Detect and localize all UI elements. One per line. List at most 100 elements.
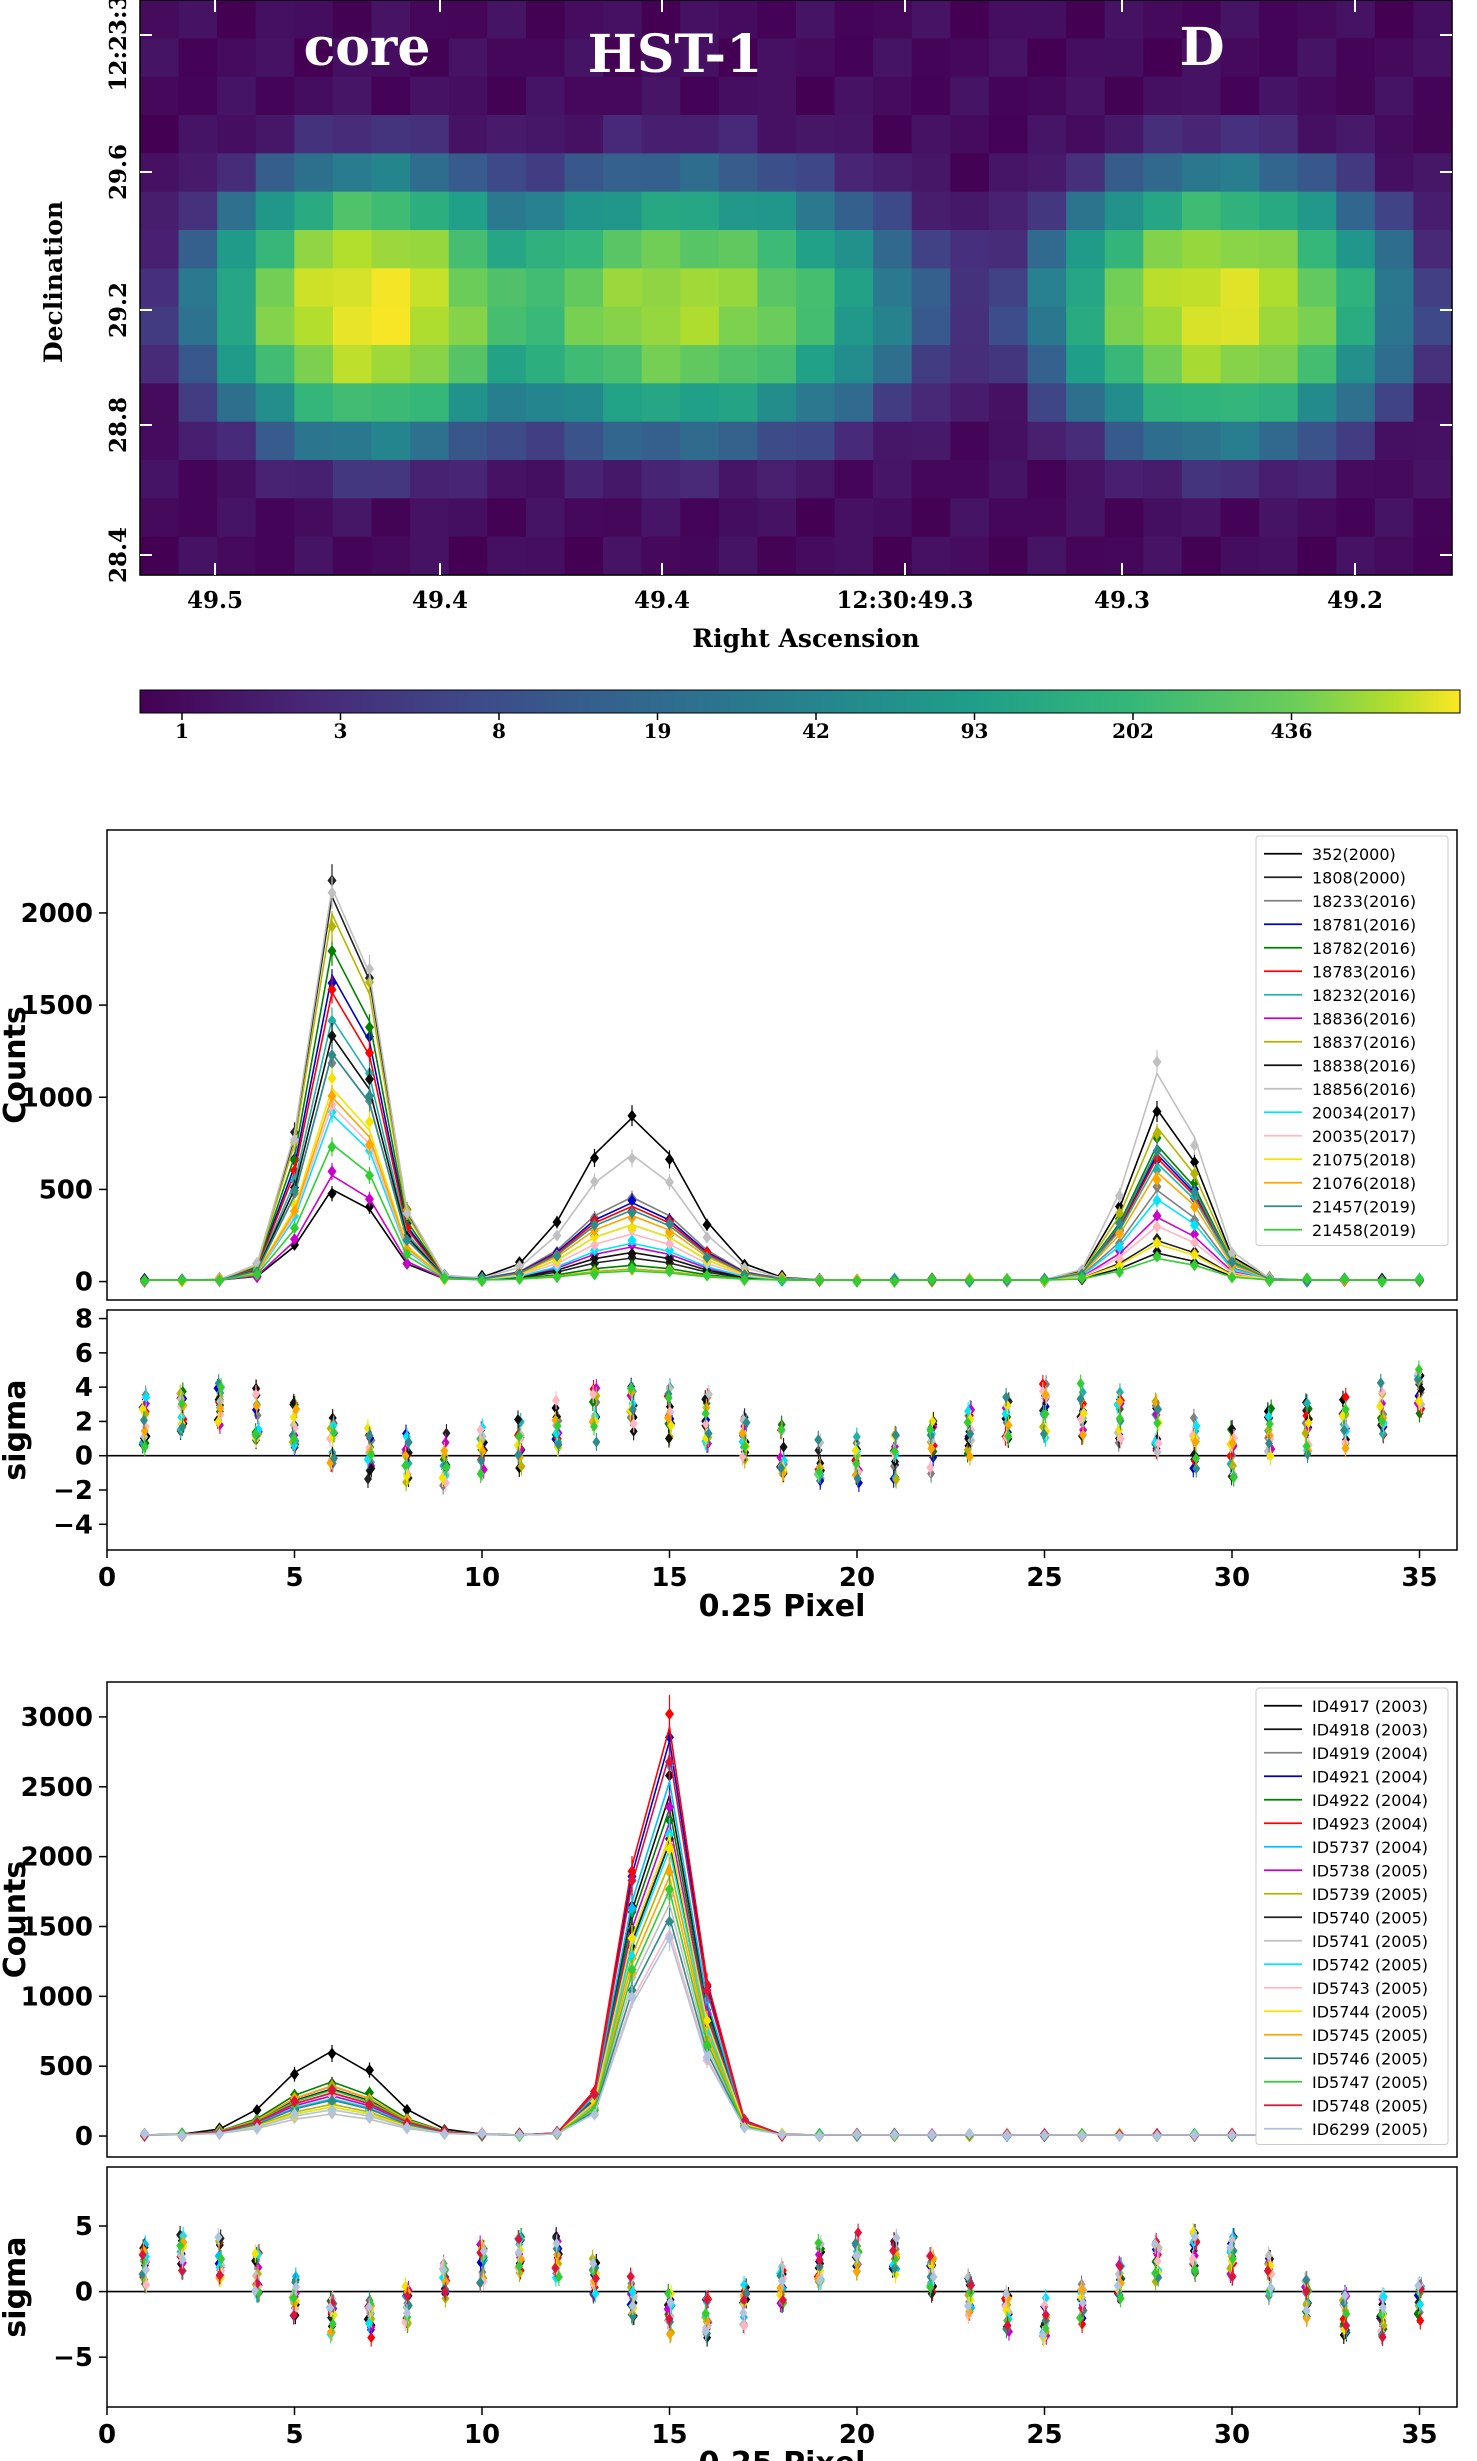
heatmap-cell: [448, 230, 488, 269]
heatmap-cell: [410, 306, 450, 346]
heatmap-cell: [140, 115, 180, 154]
heatmap-cell: [873, 153, 913, 193]
heatmap-cell: [1297, 230, 1337, 269]
residual-point: [1154, 1437, 1163, 1449]
residual-point: [1192, 1420, 1201, 1432]
data-point: [590, 1268, 599, 1281]
heatmap-cell: [603, 38, 643, 78]
residual-point: [252, 1400, 261, 1412]
heatmap-cell: [1181, 115, 1222, 154]
data-point: [1040, 2129, 1049, 2142]
residual-point: [441, 2286, 450, 2298]
heatmap-cell: [487, 306, 527, 346]
heatmap-cell: [255, 76, 295, 116]
data-point: [777, 1273, 787, 1286]
data-point: [252, 2122, 262, 2135]
residual-point: [1414, 1363, 1423, 1375]
heatmap-cell: [1336, 421, 1376, 461]
heatmap-cell: [641, 230, 681, 269]
heatmap-cell: [371, 268, 411, 308]
residual-point: [438, 1472, 447, 1484]
heatmap-cell: [294, 191, 334, 231]
residual-y-tick-label: −4: [53, 1510, 93, 1540]
heatmap-cell: [1104, 268, 1144, 308]
heatmap-cell: [1027, 306, 1067, 346]
data-point: [365, 1115, 374, 1128]
heatmap-cell: [564, 536, 604, 576]
heatmap-cell: [332, 345, 373, 384]
residual-point: [851, 1444, 860, 1456]
residual-y-tick-label: 2: [75, 1407, 93, 1437]
main-axes-frame: [106, 829, 1458, 1301]
heatmap-cell: [1413, 498, 1453, 538]
residual-point: [1154, 1403, 1163, 1415]
heatmap-cell: [487, 460, 527, 499]
legend-entry: 18233(2016): [1312, 892, 1416, 911]
panel-2: 0500100015002000Counts352(2000)1808(2000…: [0, 829, 1458, 1624]
heatmap-cell: [255, 38, 295, 78]
heatmap-cell: [1413, 0, 1453, 39]
heatmap-cell: [1181, 38, 1222, 78]
heatmap-cell: [1027, 268, 1067, 308]
data-point: [815, 1274, 824, 1287]
residual-point: [1378, 1428, 1387, 1440]
data-point: [927, 2129, 937, 2142]
heatmap-cell: [525, 268, 566, 308]
residual-point: [591, 2272, 600, 2284]
legend: 352(2000) 1808(2000) 18233(2016) 18781(2016…: [1255, 835, 1449, 1246]
heatmap-cell: [178, 306, 218, 346]
legend-entry: 20034(2017): [1312, 1103, 1416, 1122]
residual-point: [1229, 1472, 1238, 1484]
heatmap-cell: [718, 383, 759, 423]
heatmap-cell: [410, 191, 450, 231]
data-point: [365, 2086, 374, 2099]
y-tick-label: 1000: [21, 1982, 93, 2012]
residual-point: [1265, 1437, 1274, 1449]
heatmap-cell: [332, 268, 373, 308]
data-point: [1115, 1266, 1124, 1279]
data-point: [590, 1218, 599, 1231]
data-point: [665, 1153, 674, 1166]
residual-point: [626, 1382, 635, 1394]
heatmap-cell: [1336, 191, 1376, 231]
residual-y-tick-label: −5: [53, 2343, 93, 2373]
data-point: [515, 2128, 524, 2141]
data-point: [365, 1073, 374, 1086]
y-tick-label: 1000: [21, 1083, 93, 1113]
heatmap-cell: [1027, 460, 1067, 499]
heatmap-cell: [950, 191, 990, 231]
heatmap-cell: [757, 76, 797, 116]
residual-point: [254, 2286, 263, 2298]
heatmap-cell: [911, 230, 951, 269]
heatmap-cell: [1066, 153, 1106, 193]
data-point: [252, 1268, 262, 1281]
heatmap-cell: [525, 460, 566, 499]
heatmap-cell: [718, 115, 759, 154]
data-point: [365, 2064, 374, 2077]
heatmap-cell: [255, 230, 295, 269]
heatmap-cell: [255, 536, 295, 576]
residual-point: [1264, 1411, 1273, 1423]
heatmap-cell: [796, 230, 836, 269]
residual-point: [965, 1451, 974, 1463]
heatmap-cell: [641, 306, 681, 346]
heatmap-cell: [217, 38, 257, 78]
residual-point: [1076, 1378, 1085, 1390]
heatmap-cell: [525, 0, 566, 39]
data-point: [890, 2128, 899, 2141]
heatmap-cell: [332, 460, 373, 499]
heatmap-cell: [371, 498, 411, 538]
heatmap-x-tick-labels: 49.5 49.4 49.4 12:30:49.3 49.3 49.2: [187, 587, 1383, 614]
heatmap-cell: [988, 153, 1029, 193]
legend-entry: ID4923 (2004): [1312, 1814, 1428, 1833]
heatmap-cell: [1181, 0, 1222, 39]
y-tick-label: 1500: [21, 991, 93, 1021]
data-point: [1152, 1209, 1162, 1222]
heatmap-cell: [487, 345, 527, 384]
heatmap-cell: [796, 38, 836, 78]
heatmap-cell: [1413, 115, 1453, 154]
data-point: [665, 1237, 674, 1250]
residual-point: [478, 1445, 487, 1457]
legend-entry: ID5747 (2005): [1312, 2073, 1428, 2092]
residual-point: [138, 1403, 147, 1415]
